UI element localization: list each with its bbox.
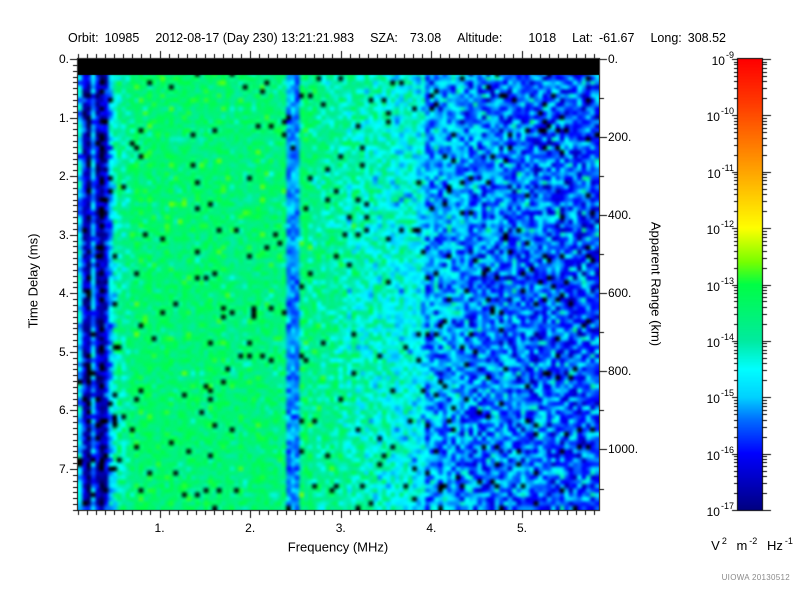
colorbar-tick-label: 10-11 [707, 162, 734, 181]
y-axis-left-title: Time Delay (ms) [25, 233, 41, 329]
colorbar-tick-label: 10-14 [706, 331, 734, 350]
y-right-tick-label: 800. [608, 364, 632, 379]
altitude-field: Altitude: 1018 [457, 31, 556, 45]
colorbar-tick-label: 10-9 [711, 50, 734, 68]
datetime-field: 2012-08-17 (Day 230) 13:21:21.983 [155, 31, 354, 45]
orbit-value: 10985 [104, 31, 140, 45]
datetime-value: 2012-08-17 (Day 230) 13:21:21.983 [155, 31, 355, 45]
y-left-tick-label: 7. [58, 462, 69, 476]
spectrogram-canvas [78, 59, 599, 510]
units-exponent: 2 [721, 535, 727, 546]
units-part: Hz [766, 538, 783, 554]
units-exponent: -1 [784, 535, 793, 546]
y-right-tick-label: 0. [608, 52, 619, 66]
y-left-tick-label: 2. [58, 169, 69, 184]
altitude-label: Altitude: [457, 31, 503, 45]
x-tick-label: 5. [516, 521, 527, 535]
colorbar-tick-label: 10-10 [706, 106, 734, 125]
lat-field: Lat: -61.67 [572, 31, 634, 45]
y-left-tick-label: 6. [58, 403, 69, 418]
long-label: Long: [650, 31, 682, 45]
y-left-tick-label: 4. [58, 286, 69, 301]
sza-value: 73.08 [409, 31, 442, 45]
colorbar-tick-label: 10-15 [706, 388, 734, 407]
units-part: m [736, 538, 748, 554]
orbit-field: Orbit: 10985 [68, 31, 139, 45]
altitude-value: 1018 [528, 31, 557, 45]
y-axis-right-title: Apparent Range (km) [648, 221, 664, 347]
credit-label: UIOWA 20130512 [721, 573, 790, 582]
colorbar-tick-label: 10-17 [706, 501, 734, 519]
x-tick-label: 1. [154, 521, 165, 535]
plot-header: Orbit: 10985 2012-08-17 (Day 230) 13:21:2… [68, 31, 726, 45]
lat-value: -61.67 [599, 31, 635, 45]
colorbar-tick-label: 10-13 [706, 275, 734, 294]
colorbar-tick-label: 10-16 [706, 444, 734, 463]
lat-label: Lat: [572, 31, 594, 45]
y-left-tick-label: 5. [58, 344, 69, 359]
units-exponent: -2 [749, 535, 758, 546]
sza-field: SZA: 73.08 [370, 31, 441, 45]
long-value: 308.52 [687, 31, 726, 45]
sza-label: SZA: [370, 31, 398, 45]
y-right-tick-label: 600. [608, 286, 632, 301]
y-left-tick-label: 3. [58, 227, 69, 242]
y-right-tick-label: 400. [608, 208, 632, 223]
x-tick-label: 3. [335, 521, 346, 535]
colorbar-tick-label: 10-12 [706, 219, 734, 238]
x-axis-title: Frequency (MHz) [287, 539, 389, 555]
long-field: Long: 308.52 [650, 31, 726, 45]
x-tick-label: 2. [245, 521, 256, 535]
orbit-label: Orbit: [68, 31, 99, 45]
x-tick-label: 4. [426, 521, 437, 535]
y-right-tick-label: 1000. [608, 442, 639, 457]
y-right-tick-label: 200. [608, 130, 632, 145]
y-left-tick-label: 0. [58, 52, 69, 66]
units-part: V [711, 538, 720, 554]
y-left-tick-label: 1. [58, 110, 69, 125]
